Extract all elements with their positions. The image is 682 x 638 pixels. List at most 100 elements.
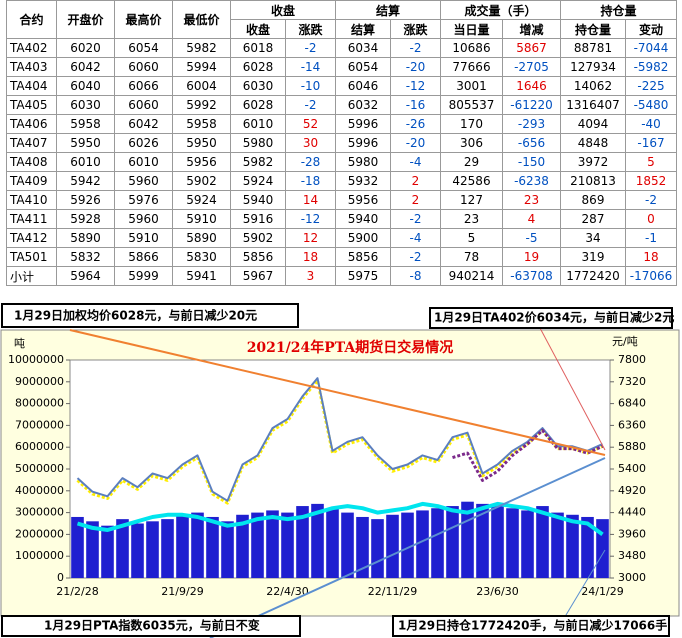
table-cell: 5999 [114,266,173,286]
table-cell: 5956 [172,152,231,172]
volume-bar [551,512,564,578]
table-cell: 4 [502,209,561,229]
table-cell: TA411 [6,209,57,229]
volume-bar [146,521,159,578]
volume-bar [221,521,234,578]
table-cell: 0 [625,209,677,229]
table-cell: TA402 [6,38,57,58]
annotation: 1月29日TA402价6034元，与前日减少2元 [434,310,674,325]
y-tick-label: 8000000 [15,397,64,410]
table-cell: TA408 [6,152,57,172]
volume-bar [326,508,339,578]
volume-bar [116,519,129,578]
volume-bar [521,510,534,578]
y2-tick-label: 7800 [618,353,646,366]
table-cell: 6046 [335,76,391,96]
table-cell: 5942 [56,171,115,191]
volume-bar [491,506,504,578]
table-cell: -5982 [625,57,677,77]
x-tick-label: 21/9/29 [161,585,203,598]
table-cell: 6010 [230,114,286,134]
volume-bar [266,510,279,578]
table-body: TA402 6020 6054 5982 6018 -2 6034 -2 10686 5867 88… [6,38,677,286]
table-row: TA410 5926 5976 5924 5940 14 5956 2 127 23 869 -2 [6,190,677,210]
annotation-box [392,615,670,637]
table-cell: 6042 [114,114,173,134]
table-cell: 77666 [440,57,503,77]
table-row: TA407 5950 6026 5950 5980 30 5996 -20 306 -656 484… [6,133,677,153]
group-header: 收盘 [230,0,336,20]
table-cell: -293 [502,114,561,134]
y2-tick-label: 6840 [618,397,646,410]
volume-bar [476,503,489,578]
y2-tick-label: 4440 [618,506,646,519]
table-cell: 6054 [114,38,173,58]
y2-tick-label: 7320 [618,375,646,388]
group-header: 持仓量 [560,0,677,20]
table-cell: 29 [440,152,503,172]
table-cell: -28 [285,152,336,172]
table-cell: 5940 [230,190,286,210]
table-cell: 52 [285,114,336,134]
annotation: 1月29日持仓1772420手，与前日减少17066手 [398,618,667,633]
table-cell: 5902 [230,228,286,248]
table-cell: -40 [625,114,677,134]
x-tick-label: 24/1/29 [581,585,623,598]
series-line [76,501,604,537]
header-cell: 持仓量 [560,19,626,39]
table-cell: -5 [502,228,561,248]
pointer-line [539,327,606,451]
table-cell: 5910 [114,228,173,248]
table-cell: 6040 [56,76,115,96]
y2-tick-label: 3480 [618,549,646,562]
volume-bar [371,519,384,578]
volume-bar [431,508,444,578]
table-cell: -16 [390,95,441,115]
table-cell: -26 [390,114,441,134]
y2-tick-label: 3960 [618,527,646,540]
table-cell: 5960 [114,209,173,229]
header-cell: 最低价 [172,0,231,39]
group-header: 成交量（手） [440,0,561,20]
table-cell: 14062 [560,76,626,96]
table-cell: 6026 [114,133,173,153]
table-cell: 5900 [335,228,391,248]
table-cell: -2 [390,38,441,58]
table-cell: 5926 [56,190,115,210]
volume-bar [71,516,84,578]
table-cell: TA409 [6,171,57,191]
volume-bar [251,512,264,578]
series-line [76,378,604,505]
table-cell: TA405 [6,95,57,115]
header-cell: 变动 [625,19,677,39]
table-cell: 4094 [560,114,626,134]
table-cell: -17066 [625,266,677,286]
table-cell: 小计 [6,266,57,286]
table-cell: 5866 [114,247,173,267]
table-cell: -2 [390,209,441,229]
table-cell: 5867 [502,38,561,58]
table-row: TA409 5942 5960 5902 5924 -18 5932 2 42586 -6238 2… [6,171,677,191]
table-cell: 1316407 [560,95,626,115]
volume-bar [191,512,204,578]
table-cell: -656 [502,133,561,153]
volume-bar [176,514,189,578]
table-cell: 5932 [335,171,391,191]
table-row: 小计 5964 5999 5941 5967 3 5975 -8 940214 -63708 177… [6,266,677,286]
table-cell: 805537 [440,95,503,115]
volume-bar [236,514,249,578]
table-cell: 306 [440,133,503,153]
table-cell: 5996 [335,114,391,134]
volume-bar [446,506,459,578]
table-cell: 5890 [56,228,115,248]
y-tick-label: 3000000 [15,506,64,519]
annotation: 1月29日加权均价6028元，与前日减少20元 [14,308,257,323]
table-cell: 5960 [114,171,173,191]
table-cell: 6066 [114,76,173,96]
table-cell: TA410 [6,190,57,210]
table-cell: 287 [560,209,626,229]
volume-bar [401,512,414,578]
table-cell: -7044 [625,38,677,58]
table-cell: 5976 [114,190,173,210]
annotation-box [1,303,299,328]
